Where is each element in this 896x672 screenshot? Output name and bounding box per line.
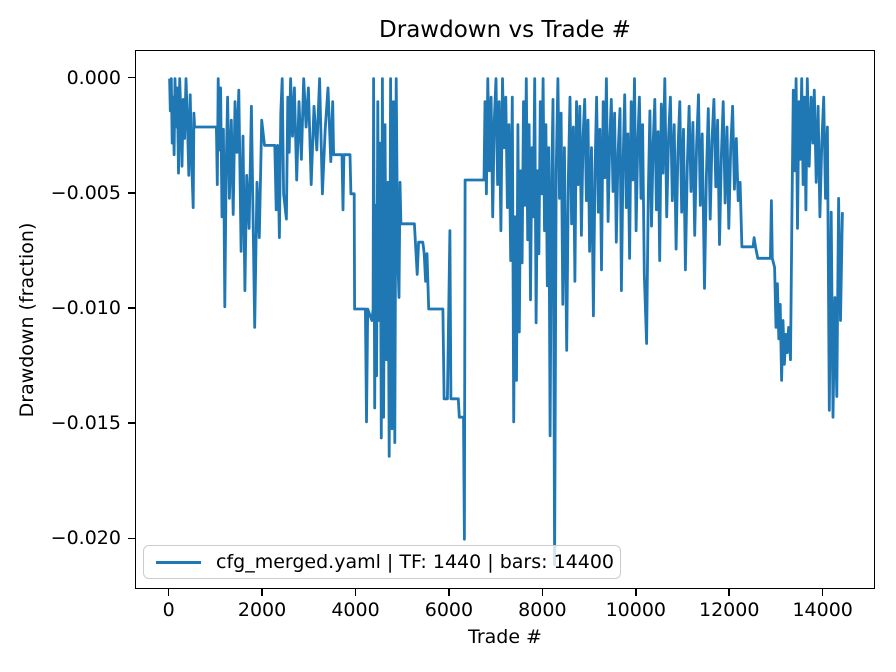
y-tick-label: −0.015 [50,412,121,435]
plot-area: cfg_merged.yaml | TF: 1440 | bars: 14400 [135,50,875,589]
drawdown-line-series [168,77,844,567]
x-axis-label: Trade # [468,626,542,648]
y-tick-mark [128,422,135,424]
legend-line-swatch [156,560,201,564]
legend: cfg_merged.yaml | TF: 1440 | bars: 14400 [143,545,621,579]
drawdown-line-chart [168,77,844,567]
x-tick-mark [635,589,637,596]
y-tick-mark [128,537,135,540]
y-axis-label: Drawdown (fraction) [16,222,38,418]
x-tick-label: 6000 [424,599,474,621]
y-tick-mark [128,192,135,194]
x-tick-label: 14000 [792,599,853,621]
x-tick-mark [541,589,544,596]
x-tick-mark [261,589,263,596]
y-tick-label: −0.020 [50,527,121,550]
x-tick-label: 10000 [605,599,667,621]
x-tick-mark [448,589,450,596]
x-tick-label: 12000 [699,599,760,621]
y-tick-mark [128,307,135,309]
y-tick-mark [128,76,135,79]
legend-label: cfg_merged.yaml | TF: 1440 | bars: 14400 [216,551,615,573]
y-tick-label: −0.010 [50,296,121,319]
y-tick-label: 0.000 [66,66,121,89]
x-tick-label: 8000 [518,599,567,621]
x-tick-mark [354,589,357,596]
x-tick-label: 2000 [237,599,287,621]
x-tick-mark [167,589,170,596]
chart-title: Drawdown vs Trade # [379,17,631,43]
x-tick-mark [728,589,731,596]
y-tick-label: −0.005 [50,181,121,204]
x-tick-mark [821,589,824,596]
x-tick-label: 4000 [331,599,380,621]
x-tick-label: 0 [162,599,175,621]
